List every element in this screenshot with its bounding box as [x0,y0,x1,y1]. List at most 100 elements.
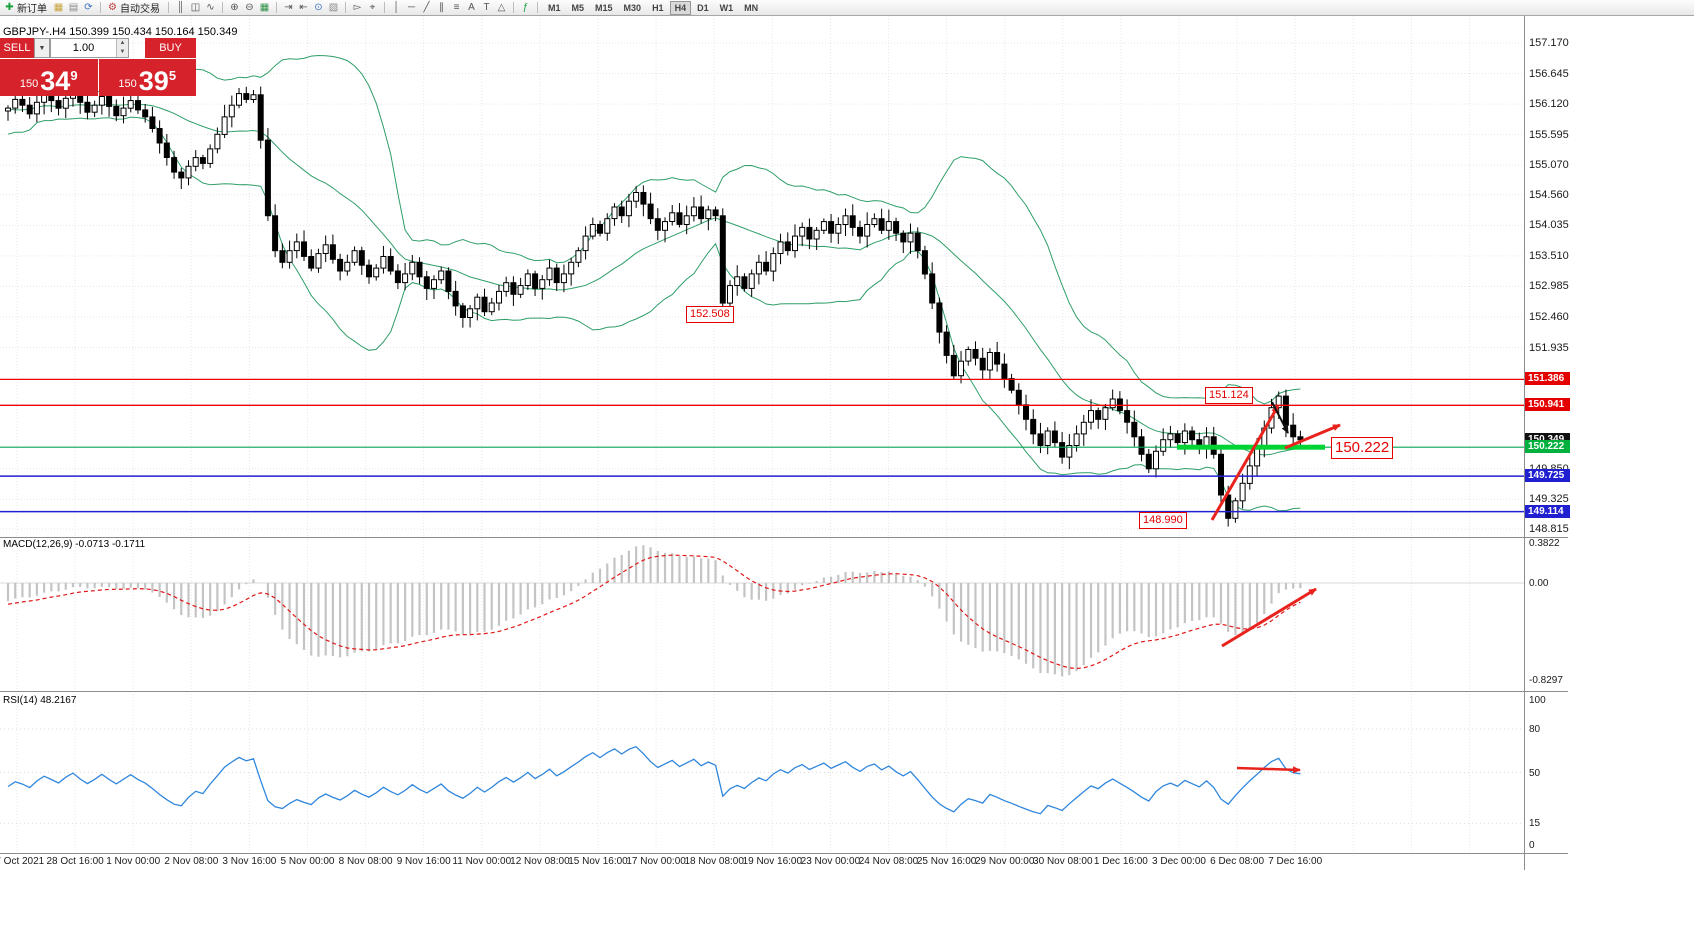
price-annotation[interactable]: 151.124 [1205,387,1253,404]
trade-options-dropdown[interactable]: ▼ [34,38,50,58]
price-tick-label: 154.035 [1529,219,1569,232]
rsi-indicator-label: RSI(14) 48.2167 [3,695,77,706]
price-annotation[interactable]: 150.222 [1331,437,1394,459]
rsi-scale-label: 15 [1529,818,1541,830]
price-tick-label: 156.645 [1529,67,1569,80]
time-label: 7 Dec 16:00 [1268,856,1323,867]
time-label: 11 Nov 00:00 [452,856,512,867]
trend-arrows[interactable] [1210,401,1341,774]
price-tick-label: 148.815 [1529,523,1569,535]
candles [5,78,1304,527]
time-label: 8 Nov 08:00 [338,856,393,867]
indicators-icon[interactable]: ƒ [522,1,529,13]
toolbar-items: ✚ 新订单 ▦ ▤ ⟳ ⚙ 自动交易 ║ ◫ ∿ ⊕ ⊖ ▦ ⇥ ⇤ ⊙ ▧ ▻ ⌖ │ ─ ╱ ∥ ≡ A T △ ƒ M1 M5 M15… [2,0,763,15]
time-label: 1 Dec 16:00 [1093,856,1148,867]
fibonacci-icon[interactable]: ≡ [453,1,460,13]
zoom-in-icon[interactable]: ⊕ [230,1,239,13]
time-label: 2 Nov 08:00 [164,856,219,867]
buy-button[interactable]: BUY [145,38,196,58]
time-label: 27 Oct 2021 [0,856,45,867]
new-order-icon[interactable]: ✚ [5,1,14,13]
rsi-indicator [0,728,1524,824]
vertical-line-icon[interactable]: │ [393,1,400,13]
tf-button-m5[interactable]: M5 [571,2,585,13]
time-label: 23 Nov 00:00 [800,856,861,867]
cursor-icon[interactable]: ▻ [353,1,362,13]
stepper-up-icon[interactable]: ▲ [119,40,126,46]
price-tick-label: 149.325 [1529,493,1569,506]
horizontal-level-lines[interactable] [0,378,1524,513]
ask-pip-digit: 5 [168,68,177,83]
price-tick-label: 151.935 [1529,341,1569,354]
charts-icon[interactable]: ▦ [53,1,64,13]
macd-scale-label: 0.3822 [1529,538,1560,549]
price-tick-label: 156.120 [1529,98,1569,111]
grid-lines [0,16,1524,853]
shapes-icon[interactable]: △ [497,1,506,13]
time-label: 3 Dec 00:00 [1152,856,1206,867]
tf-button-m15[interactable]: M15 [595,2,613,13]
lot-size-input[interactable] [51,39,116,57]
toolbar: ✚ 新订单 ▦ ▤ ⟳ ⚙ 自动交易 ║ ◫ ∿ ⊕ ⊖ ▦ ⇥ ⇤ ⊙ ▧ ▻ ⌖ │ ─ ╱ ∥ ≡ A T △ ƒ M1 M5 M15… [0,0,1694,16]
profiles-icon[interactable]: ▤ [68,1,79,13]
price-tick-label: 155.070 [1529,159,1569,172]
horizontal-line-icon[interactable]: ─ [407,1,416,13]
time-label: 3 Nov 16:00 [222,856,277,867]
bid-pip-digit: 9 [70,68,78,83]
tf-button-mn[interactable]: MN [744,2,759,13]
text-icon[interactable]: A [468,1,475,13]
crosshair-icon[interactable]: ⌖ [369,1,376,13]
toolbar-separator [384,2,385,13]
macd-scale-label: 0.00 [1529,578,1549,589]
price-tick-label: 155.595 [1529,128,1569,141]
bar-chart-icon[interactable]: ║ [176,1,185,13]
tf-button-d1[interactable]: D1 [697,2,709,13]
bollinger-bands [7,54,1301,512]
tf-button-m30[interactable]: M30 [623,2,642,13]
toolbar-separator [222,2,223,13]
toolbar-separator [100,2,101,13]
macd-indicator [0,545,1524,677]
time-label: 17 Nov 00:00 [626,856,686,867]
channel-icon[interactable]: ∥ [439,1,444,13]
autotrading-icon[interactable]: ⚙ [108,1,117,13]
time-label: 24 Nov 08:00 [858,856,919,867]
sell-price-button[interactable]: 150 34 9 [0,59,98,96]
refresh-icon[interactable]: ⟳ [84,1,93,13]
tf-button-h4[interactable]: H4 [669,0,692,15]
time-label: 1 Nov 00:00 [106,856,161,867]
text-label-icon[interactable]: T [483,1,490,13]
macd-indicator-label: MACD(12,26,9) -0.0713 -0.1711 [3,539,146,550]
chart-shift-icon[interactable]: ⇤ [299,1,308,13]
candlestick-chart-icon[interactable]: ◫ [190,1,201,13]
price-annotation[interactable]: 148.990 [1139,512,1187,529]
strategy-tester-icon[interactable]: ⊙ [314,1,323,13]
toolbar-separator [276,2,277,13]
time-label: 19 Nov 16:00 [742,856,803,867]
toolbar-separator [168,2,169,13]
time-label: 15 Nov 16:00 [568,856,628,867]
tf-button-h1[interactable]: H1 [652,2,664,13]
tf-button-m1[interactable]: M1 [548,2,561,13]
time-label: 28 Oct 16:00 [46,856,104,867]
stepper-down-icon[interactable]: ▼ [119,49,126,55]
tile-windows-icon[interactable]: ▦ [259,1,270,13]
trendline-icon[interactable]: ╱ [423,1,430,13]
time-label: 5 Nov 00:00 [280,856,335,867]
new-order-label: 新订单 [17,4,47,15]
one-click-trading-panel: SELL ▼ ▲ ▼ BUY 150 34 9 150 39 [0,38,196,96]
chevron-down-icon: ▼ [38,44,46,52]
sell-button[interactable]: SELL [0,38,34,58]
buy-price-button[interactable]: 150 39 5 [98,59,196,96]
line-chart-icon[interactable]: ∿ [206,1,215,13]
ask-prefix: 150 [118,78,137,90]
rsi-scale-label: 50 [1529,767,1541,779]
price-annotation[interactable]: 152.508 [686,306,734,323]
template-icon[interactable]: ▧ [328,1,339,13]
auto-scroll-icon[interactable]: ⇥ [284,1,293,13]
zoom-out-icon[interactable]: ⊖ [245,1,254,13]
tf-button-w1[interactable]: W1 [719,2,734,13]
macd-scale-label: -0.8297 [1529,675,1563,687]
toolbar-separator [345,2,346,13]
